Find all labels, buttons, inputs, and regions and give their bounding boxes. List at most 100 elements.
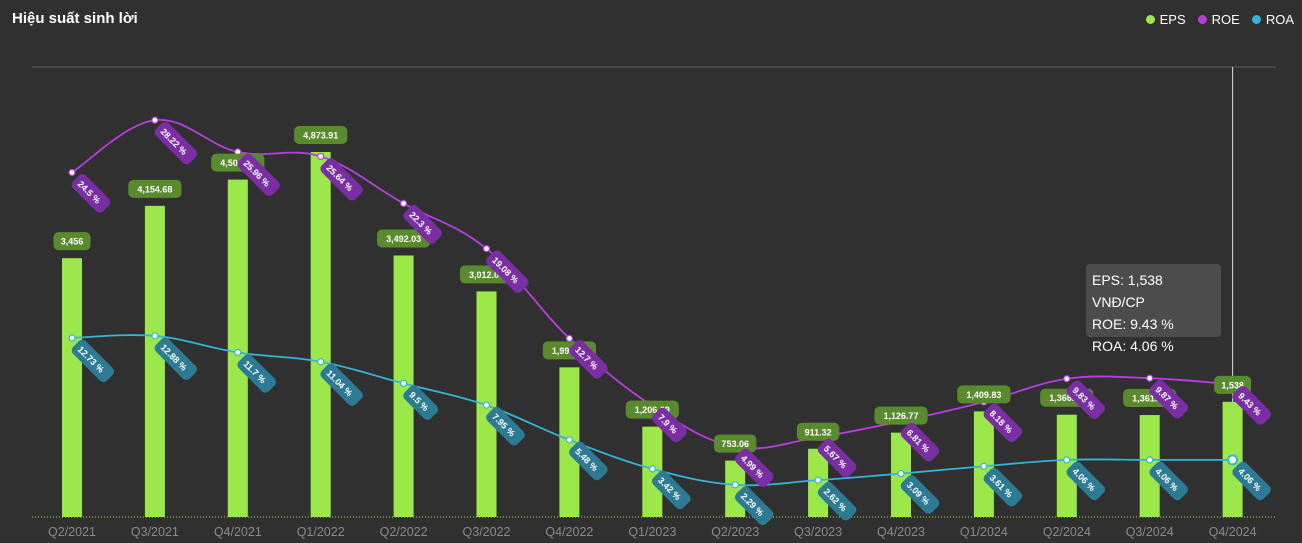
x-tick-label: Q4/2023 [877, 525, 925, 539]
eps-data-label: 4,873.91 [303, 131, 338, 141]
x-tick-label: Q2/2024 [1043, 525, 1091, 539]
roa-data-label-bg [486, 406, 525, 446]
roa-point [151, 332, 159, 340]
eps-data-label-group: 911.32 [796, 422, 840, 441]
roe-data-label-bg [734, 448, 774, 488]
legend-roe-swatch [1197, 15, 1207, 24]
roa-point [234, 348, 242, 357]
legend-roa-swatch [1251, 15, 1261, 24]
x-tick-label: Q1/2024 [960, 525, 1008, 539]
roa-point [317, 358, 325, 366]
roa-point [482, 401, 491, 409]
eps-data-label-bg [128, 179, 182, 198]
roe-point [1063, 375, 1071, 383]
roa-data-label-bg [237, 354, 277, 393]
chart-title: Hiệu suất sinh lời [12, 10, 138, 27]
eps-data-label-group: 4,154.68 [128, 179, 182, 198]
eps-data-label-bg [377, 229, 431, 248]
roe-data-label-bg [486, 250, 529, 293]
eps-bar [62, 258, 82, 517]
eps-bar [144, 205, 165, 517]
eps-data-label: 1,361.37 [1132, 394, 1167, 404]
x-tick-label: Q3/2024 [1126, 525, 1174, 539]
roe-point [400, 199, 408, 208]
x-tick-label: Q3/2021 [131, 525, 179, 539]
eps-data-label-bg [874, 406, 928, 425]
roe-point [1146, 374, 1154, 382]
roe-data-label-bg [237, 153, 280, 197]
roe-data-label-bg [403, 205, 442, 244]
roe-data-label-bg [983, 403, 1023, 443]
roe-data-label-bg [1232, 386, 1271, 425]
roa-data-label-bg [1066, 461, 1106, 501]
roa-data-label-bg [652, 470, 691, 510]
eps-bar [1139, 415, 1160, 517]
eps-data-label: 1,538 [1221, 380, 1244, 390]
roe-data-label-group: 7.9 % [652, 407, 687, 443]
roa-point [731, 481, 739, 489]
x-tick-label: Q2/2022 [380, 525, 428, 539]
x-tick-label: Q4/2021 [214, 525, 262, 539]
eps-data-label: 3,492.03 [386, 234, 421, 244]
roe-data-label-bg [652, 407, 687, 443]
roe-data-label-bg [1066, 380, 1106, 420]
roa-data-label-bg [900, 475, 940, 514]
legend-item-roe[interactable]: ROE [1197, 12, 1240, 27]
tooltip-eps: EPS: 1,538 VNĐ/CP [1092, 272, 1163, 310]
roe-data-label-bg [320, 158, 363, 201]
eps-data-label-group: 1,409.83 [957, 385, 1011, 404]
roa-point [980, 462, 988, 470]
x-tick-label: Q1/2022 [297, 525, 345, 539]
roa-data-label-group: 9.5 % [403, 385, 439, 420]
legend-item-eps[interactable]: EPS [1145, 12, 1186, 27]
roe-data-label-bg [1149, 379, 1188, 419]
roa-data-label-bg [569, 441, 608, 481]
x-tick-label: Q3/2023 [794, 525, 842, 539]
eps-data-label-bg [957, 385, 1011, 404]
roa-data-label-bg [1149, 461, 1188, 501]
x-tick-label: Q3/2022 [463, 525, 511, 539]
x-tick-label: Q4/2022 [545, 525, 593, 539]
roa-data-label-bg [403, 385, 439, 420]
eps-data-label-group: 3,492.03 [377, 229, 431, 248]
roe-point [317, 152, 325, 161]
eps-data-label-group: 3,456 [53, 232, 91, 251]
roa-data-label-bg [817, 481, 857, 521]
roa-point [565, 436, 574, 444]
roa-point [648, 465, 656, 473]
x-tick-label: Q2/2023 [711, 525, 759, 539]
eps-data-label: 1,206.69 [635, 405, 670, 415]
roa-point [897, 469, 905, 478]
roe-data-label-bg [569, 340, 608, 379]
eps-bar [310, 152, 331, 517]
roe-data-label-bg [817, 438, 857, 478]
eps-data-label-bg [796, 422, 840, 441]
tooltip-roa: ROA: 4.06 % [1092, 338, 1174, 354]
x-tick-label: Q4/2024 [1209, 525, 1257, 539]
roe-data-label-bg [900, 422, 940, 462]
legend-eps-swatch [1145, 15, 1155, 24]
roe-data-label-group: 24.5 % [71, 174, 111, 213]
roa-point [1146, 456, 1154, 464]
eps-data-label: 1,366.04 [1049, 393, 1084, 403]
roe-data-label-group: 28.22 % [154, 121, 197, 165]
roa-point [400, 379, 408, 388]
legend-roa-label: ROA [1265, 12, 1294, 27]
roa-data-label-bg [71, 339, 115, 383]
roa-point [1227, 454, 1239, 466]
roa-point [68, 334, 76, 342]
eps-data-label-bg [294, 126, 348, 144]
eps-data-label: 3,012.07 [469, 270, 504, 280]
eps-data-label: 1,409.83 [966, 390, 1001, 400]
eps-bar [1056, 414, 1077, 517]
legend-roe-label: ROE [1211, 12, 1240, 27]
legend: EPS ROE ROA [1145, 12, 1294, 27]
roe-point [565, 334, 574, 343]
x-tick-label: Q2/2021 [48, 525, 96, 539]
eps-data-label-bg [53, 232, 91, 251]
eps-data-label: 753.06 [721, 439, 749, 449]
roe-data-label-bg [154, 121, 197, 165]
eps-data-label-group: 4,873.91 [294, 126, 348, 144]
legend-item-roa[interactable]: ROA [1251, 12, 1294, 27]
